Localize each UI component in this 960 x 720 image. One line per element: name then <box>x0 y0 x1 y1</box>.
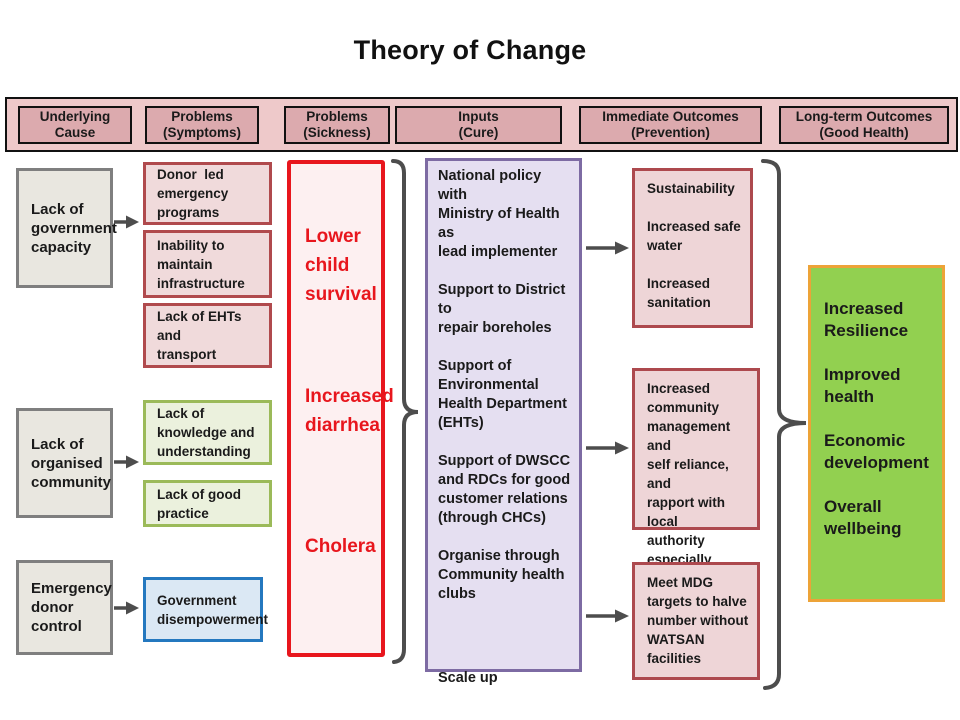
arrow-right-icon <box>114 601 139 615</box>
header-cell-underlying-cause: Underlying Cause <box>18 106 132 144</box>
input-item-district-boreholes: Support to District to repair boreholes <box>438 282 566 336</box>
arrow-right-icon <box>114 215 139 229</box>
input-item-dwscc-rdc: Support of DWSCC and RDCs for good custo… <box>438 453 571 526</box>
cause-box-organised-community: Lack of organised community <box>16 408 113 518</box>
arrow-right-icon <box>586 241 629 255</box>
arrow-right-icon <box>586 441 629 455</box>
outcome-box-community-management: Increased community management and self … <box>632 368 760 586</box>
header-cell-problems-sickness: Problems (Sickness) <box>284 106 390 144</box>
page-title: Theory of Change <box>353 35 587 65</box>
symptom-box-good-practice: Lack of good practice <box>143 480 272 527</box>
header-cell-immediate-outcomes: Immediate Outcomes (Prevention) <box>579 106 762 144</box>
symptom-box-infrastructure: Inability to maintain infrastructure <box>143 230 272 298</box>
inputs-box: National policy with Ministry of Health … <box>425 158 582 686</box>
header-cell-problems-symptoms: Problems (Symptoms) <box>145 106 259 144</box>
symptom-box-knowledge: Lack of knowledge and understanding <box>143 400 272 465</box>
sickness-item-cholera: Cholera <box>305 536 376 557</box>
symptom-box-government-disempowerment: Government disempowerment <box>143 577 268 642</box>
arrow-right-icon <box>114 455 139 469</box>
curly-brace-icon <box>391 159 419 664</box>
sickness-item-diarrhea: Increased diarrhea <box>305 386 394 436</box>
cause-box-emergency-donor-control: Emergency donor control <box>16 560 113 655</box>
header-cell-inputs-cure: Inputs (Cure) <box>395 106 562 144</box>
input-item-scale-up: Scale up <box>438 670 498 686</box>
outcome-box-mdg-targets: Meet MDG targets to halve number without… <box>632 562 760 680</box>
longterm-outcomes-box: Increased Resilience Improved health Eco… <box>808 265 945 602</box>
curly-brace-icon <box>761 159 807 690</box>
input-item-national-policy: National policy with Ministry of Health … <box>438 168 560 260</box>
header-band: Underlying Cause Problems (Symptoms) Pro… <box>5 97 958 152</box>
symptom-box-donor-led-programs: Donor led emergency programs <box>143 162 272 225</box>
header-cell-longterm-outcomes: Long-term Outcomes (Good Health) <box>779 106 949 144</box>
cause-box-government-capacity: Lack of government capacity <box>16 168 117 288</box>
arrow-right-icon <box>586 609 629 623</box>
sickness-box: Lower child survival Increased diarrhea … <box>287 160 394 657</box>
input-item-ehd-support: Support of Environmental Health Departme… <box>438 358 567 431</box>
symptom-box-ehts-transport: Lack of EHTs and transport <box>143 303 272 368</box>
sickness-item-child-survival: Lower child survival <box>305 226 377 305</box>
outcome-box-sustainability: Sustainability Increased safe water Incr… <box>632 168 753 328</box>
input-item-community-health-clubs: Organise through Community health clubs <box>438 548 565 602</box>
